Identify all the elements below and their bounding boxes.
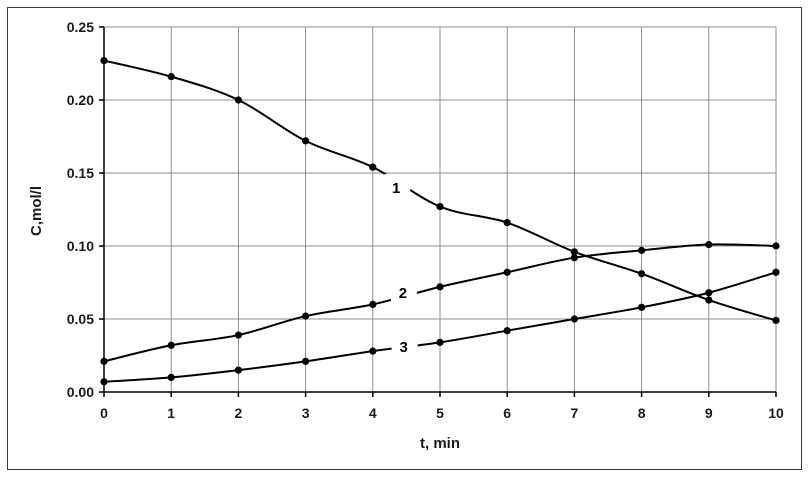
- y-tick-label: 0.10: [67, 238, 94, 254]
- y-tick-label: 0.15: [67, 165, 94, 181]
- data-point-series-2: [302, 312, 310, 320]
- x-tick-label: 4: [369, 405, 377, 421]
- data-point-series-1: [167, 73, 175, 81]
- data-point-series-3: [167, 373, 175, 381]
- y-axis-label: C,mol/l: [28, 186, 45, 236]
- data-point-series-1: [503, 219, 511, 227]
- x-tick-label: 7: [571, 405, 579, 421]
- series-label-backdrop: [384, 174, 411, 201]
- x-tick-label: 9: [705, 405, 713, 421]
- data-point-series-2: [436, 283, 444, 291]
- x-tick-label: 5: [436, 405, 444, 421]
- data-point-series-1: [705, 296, 713, 304]
- data-point-series-3: [570, 315, 579, 323]
- y-tick-label: 0.00: [67, 384, 94, 400]
- data-point-series-2: [167, 341, 175, 349]
- x-tick-label: 8: [638, 405, 646, 421]
- tick-labels: 0 1 2 3 4 5 6 7 8 9 10 0.00 0.05 0.10 0.15 0.20 0.25: [67, 19, 784, 421]
- data-point-series-1: [302, 137, 310, 145]
- data-point-series-3: [100, 378, 108, 386]
- data-point-series-3: [302, 357, 310, 365]
- series-label-backdrop: [391, 333, 418, 360]
- series-lines: 1 2 3: [100, 56, 780, 386]
- x-axis-label: t, min: [420, 435, 460, 452]
- data-point-series-3: [369, 347, 377, 355]
- x-tick-label: 6: [503, 405, 511, 421]
- data-point-series-1: [436, 202, 444, 211]
- data-point-series-2: [772, 242, 780, 250]
- series-label-1: 1: [392, 180, 400, 197]
- data-point-series-1: [638, 270, 646, 278]
- data-point-series-1: [234, 96, 242, 104]
- axes: [99, 26, 777, 397]
- data-point-series-2: [705, 240, 713, 249]
- y-tick-label: 0.05: [67, 311, 94, 327]
- data-point-series-1: [570, 248, 579, 256]
- data-point-series-2: [100, 357, 108, 365]
- data-point-series-2: [234, 331, 242, 339]
- y-tick-label: 0.20: [67, 92, 94, 108]
- data-point-series-3: [772, 268, 780, 276]
- data-point-series-1: [100, 56, 108, 65]
- data-point-series-1: [772, 316, 780, 325]
- data-point-series-2: [638, 246, 646, 254]
- data-point-series-3: [503, 327, 511, 335]
- data-point-series-2: [503, 268, 511, 276]
- x-tick-label: 1: [167, 405, 175, 421]
- data-point-series-2: [369, 300, 377, 308]
- x-tick-label: 0: [100, 405, 108, 421]
- x-tick-label: 2: [235, 405, 243, 421]
- data-point-series-3: [234, 366, 242, 374]
- x-tick-label: 3: [302, 405, 310, 421]
- chart-frame: [7, 7, 802, 470]
- series-label-2: 2: [399, 285, 407, 302]
- series-label-backdrop: [390, 279, 417, 306]
- x-tick-label: 10: [768, 405, 784, 421]
- data-point-series-1: [369, 163, 377, 171]
- data-point-series-2: [570, 254, 579, 262]
- data-point-series-3: [436, 338, 444, 346]
- data-point-series-3: [638, 303, 646, 311]
- data-point-series-3: [705, 289, 713, 297]
- series-label-3: 3: [399, 339, 407, 356]
- y-tick-label: 0.25: [67, 19, 94, 35]
